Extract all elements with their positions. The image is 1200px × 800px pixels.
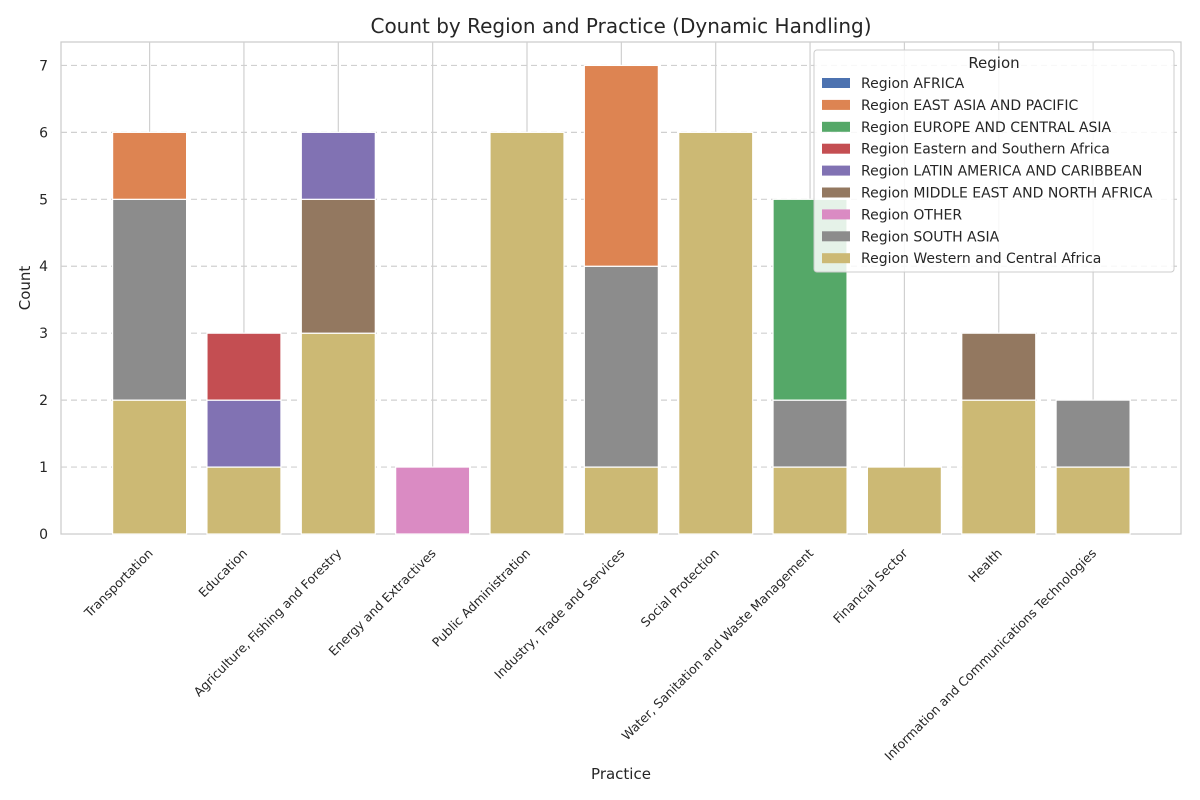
bar-segment xyxy=(206,399,282,468)
y-tick-label: 6 xyxy=(39,125,48,141)
legend-entry: Region LATIN AMERICA AND CARIBBEAN xyxy=(861,164,1142,180)
legend-swatch xyxy=(822,99,850,110)
x-tick-label: Transportation xyxy=(81,546,156,621)
bar-segment xyxy=(961,399,1037,535)
bar-segment xyxy=(206,332,282,401)
x-tick-label: Social Protection xyxy=(637,546,721,630)
bar-segment xyxy=(1055,466,1131,535)
x-tick-label: Water, Sanitation and Waste Management xyxy=(619,545,817,743)
x-tick-label: Information and Communications Technolog… xyxy=(881,546,1099,764)
x-tick-label: Financial Sector xyxy=(830,545,911,626)
legend-entry: Region AFRICA xyxy=(861,76,965,92)
y-axis-ticks: 0 1 2 3 4 5 6 7 xyxy=(39,58,48,543)
bar-segment xyxy=(395,466,471,535)
bar-segment xyxy=(1055,399,1131,468)
bar-segment xyxy=(111,131,188,200)
legend-entry: Region Western and Central Africa xyxy=(861,251,1101,267)
bar-segment xyxy=(678,131,754,535)
legend-swatch xyxy=(822,209,850,220)
bars xyxy=(111,64,1131,535)
bar-segment xyxy=(111,399,188,535)
x-axis-label: Practice xyxy=(591,765,651,783)
legend-frame xyxy=(813,49,1175,273)
legend-swatch xyxy=(822,231,850,242)
bar-segment xyxy=(961,332,1037,401)
bar-segment xyxy=(866,466,943,535)
legend-swatch xyxy=(822,78,850,88)
bar-segment xyxy=(583,265,659,468)
y-tick-label: 1 xyxy=(39,460,48,476)
legend-items: Region AFRICA Region EAST ASIA AND PACIFI… xyxy=(822,76,1153,267)
bar-segment xyxy=(772,399,848,468)
bar-segment xyxy=(300,332,376,535)
legend-swatch xyxy=(822,143,850,154)
bar-segment xyxy=(583,64,659,267)
y-tick-label: 7 xyxy=(39,58,48,74)
legend-entry: Region SOUTH ASIA xyxy=(861,229,1000,245)
y-tick-label: 0 xyxy=(39,527,48,543)
legend-entry: Region EAST ASIA AND PACIFIC xyxy=(861,98,1079,114)
legend-swatch xyxy=(822,121,850,132)
legend-swatch xyxy=(822,187,850,198)
legend-swatch xyxy=(822,253,850,264)
x-tick-label: Education xyxy=(195,546,250,601)
legend-entry: Region EUROPE AND CENTRAL ASIA xyxy=(861,120,1111,136)
legend-entry: Region Eastern and Southern Africa xyxy=(861,142,1110,158)
x-tick-label: Energy and Extractives xyxy=(326,546,439,659)
x-tick-label: Agriculture, Fishing and Forestry xyxy=(191,545,345,699)
y-tick-label: 3 xyxy=(39,326,48,342)
bar-segment xyxy=(583,466,659,535)
legend: Region Region AFRICA Region EAST ASIA AND… xyxy=(813,49,1175,273)
chart-title: Count by Region and Practice (Dynamic Ha… xyxy=(370,14,871,38)
bar-segment xyxy=(300,131,376,200)
legend-entry: Region MIDDLE EAST AND NORTH AFRICA xyxy=(861,186,1153,202)
y-tick-label: 5 xyxy=(39,192,48,208)
y-tick-label: 4 xyxy=(39,259,48,275)
bar-segment xyxy=(489,131,565,535)
bar-segment xyxy=(206,466,282,535)
bar-segment xyxy=(300,198,376,334)
bar-segment xyxy=(772,466,848,535)
bar-segment xyxy=(111,198,188,401)
x-tick-label: Public Administration xyxy=(429,546,533,650)
y-axis-label: Count xyxy=(16,266,34,311)
x-tick-label: Health xyxy=(965,546,1005,586)
y-tick-label: 2 xyxy=(39,393,48,409)
legend-title: Region xyxy=(968,54,1019,72)
legend-swatch xyxy=(822,165,850,176)
legend-entry: Region OTHER xyxy=(861,207,962,223)
